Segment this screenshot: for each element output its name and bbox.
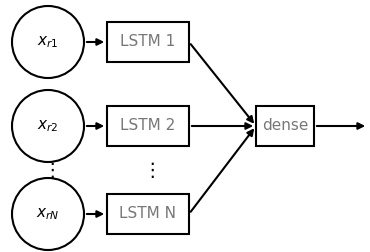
- Circle shape: [12, 6, 84, 78]
- Text: $x_{rN}$: $x_{rN}$: [36, 206, 60, 222]
- Text: LSTM 1: LSTM 1: [120, 35, 176, 49]
- Circle shape: [12, 90, 84, 162]
- Text: LSTM N: LSTM N: [120, 206, 176, 222]
- FancyBboxPatch shape: [107, 106, 189, 146]
- FancyBboxPatch shape: [107, 22, 189, 62]
- Text: $\vdots$: $\vdots$: [142, 160, 154, 180]
- Text: dense: dense: [262, 118, 308, 134]
- Circle shape: [12, 178, 84, 250]
- Text: $\vdots$: $\vdots$: [41, 160, 54, 180]
- Text: $x_{r1}$: $x_{r1}$: [37, 34, 59, 50]
- FancyBboxPatch shape: [256, 106, 314, 146]
- Text: LSTM 2: LSTM 2: [120, 118, 176, 134]
- Text: $x_{r2}$: $x_{r2}$: [37, 118, 59, 134]
- FancyBboxPatch shape: [107, 194, 189, 234]
